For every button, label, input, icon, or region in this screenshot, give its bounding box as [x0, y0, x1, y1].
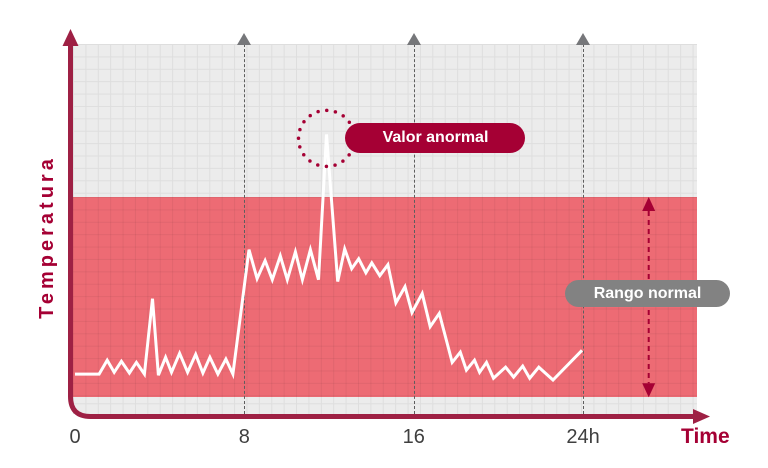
abnormal-value-label: Valor anormal	[382, 129, 489, 147]
range-arrow-down-icon	[642, 383, 656, 398]
dashed-guide-8h	[244, 44, 246, 414]
guide-triangle-icon	[576, 33, 591, 45]
x-tick-8: 8	[238, 426, 250, 448]
y-axis-arrow-icon	[62, 29, 79, 46]
x-axis-arrow-icon	[693, 409, 710, 424]
dashed-guide-16h	[413, 44, 415, 414]
plot-area	[73, 44, 697, 414]
x-tick-0: 0	[69, 426, 81, 448]
x-axis-title: Time	[681, 425, 730, 448]
abnormal-dotted-circle-icon	[296, 108, 357, 169]
normal-range-badge: Rango normal	[565, 280, 730, 307]
dashed-guide-24h	[583, 44, 585, 414]
guide-triangle-icon	[406, 33, 421, 45]
x-tick-24h: 24h	[566, 426, 600, 448]
temperature-line	[75, 134, 584, 383]
x-tick-16: 16	[402, 426, 425, 448]
abnormal-value-badge: Valor anormal	[345, 123, 526, 154]
guide-triangle-icon	[237, 33, 252, 45]
normal-range-label: Rango normal	[593, 285, 702, 302]
range-arrow-up-icon	[642, 196, 656, 211]
axis-lines	[68, 42, 696, 419]
